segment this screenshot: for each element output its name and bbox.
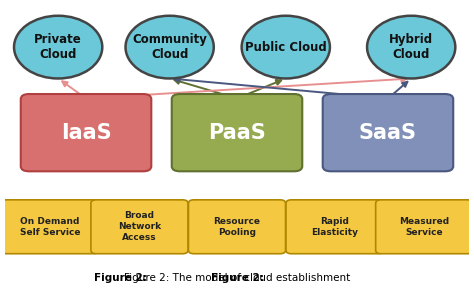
Text: Private
Cloud: Private Cloud xyxy=(34,33,82,61)
Text: SaaS: SaaS xyxy=(359,123,417,143)
Text: Figure 2:: Figure 2: xyxy=(210,273,264,283)
FancyBboxPatch shape xyxy=(323,94,453,171)
Text: Figure 2:: Figure 2: xyxy=(94,273,147,283)
FancyBboxPatch shape xyxy=(21,94,151,171)
Ellipse shape xyxy=(367,16,456,79)
Text: PaaS: PaaS xyxy=(208,123,266,143)
Text: Community
Cloud: Community Cloud xyxy=(132,33,207,61)
FancyBboxPatch shape xyxy=(376,200,473,254)
Text: Broad
Network
Access: Broad Network Access xyxy=(118,211,161,242)
Text: Figure 2: The model of cloud establishment: Figure 2: The model of cloud establishme… xyxy=(124,273,350,283)
Ellipse shape xyxy=(126,16,214,79)
FancyBboxPatch shape xyxy=(91,200,188,254)
FancyBboxPatch shape xyxy=(286,200,383,254)
Text: On Demand
Self Service: On Demand Self Service xyxy=(19,217,80,237)
Text: Rapid
Elasticity: Rapid Elasticity xyxy=(311,217,358,237)
FancyBboxPatch shape xyxy=(189,200,285,254)
Ellipse shape xyxy=(14,16,102,79)
FancyBboxPatch shape xyxy=(1,200,98,254)
Text: Figure 2: The model of cloud establishment: Figure 2: The model of cloud establishme… xyxy=(124,273,350,283)
Text: Hybrid
Cloud: Hybrid Cloud xyxy=(389,33,433,61)
FancyBboxPatch shape xyxy=(172,94,302,171)
Text: Public Cloud: Public Cloud xyxy=(245,41,327,54)
Text: Measured
Service: Measured Service xyxy=(399,217,449,237)
Text: IaaS: IaaS xyxy=(61,123,111,143)
Ellipse shape xyxy=(242,16,330,79)
Text: Resource
Pooling: Resource Pooling xyxy=(213,217,261,237)
